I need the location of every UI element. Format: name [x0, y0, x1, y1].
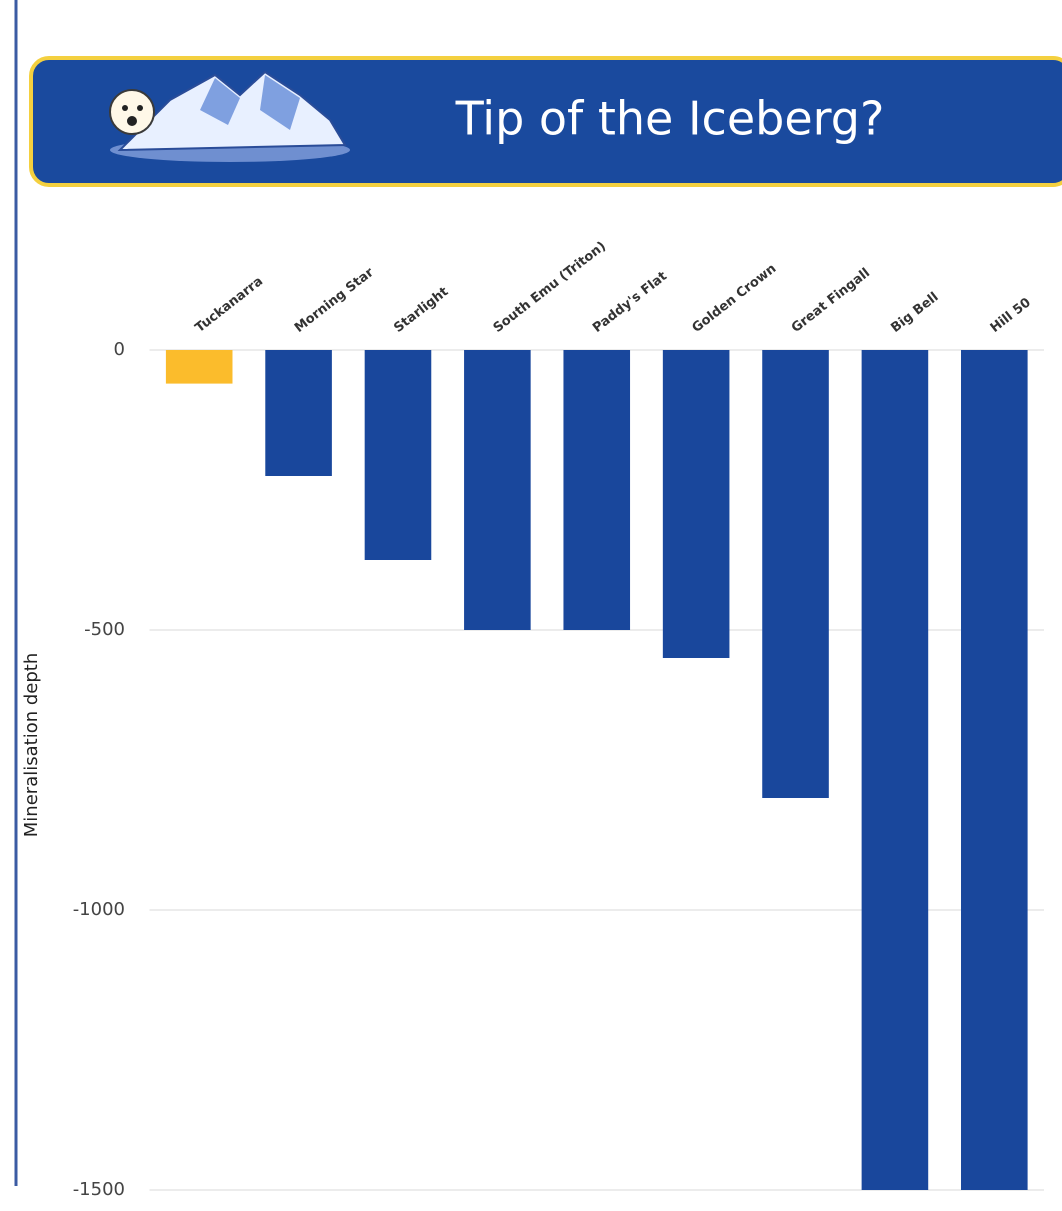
x-tick-label: Tuckanarra — [193, 274, 266, 336]
bar — [762, 350, 829, 798]
x-tick-label: Great Fingall — [789, 266, 873, 336]
bar — [464, 350, 531, 630]
y-tick-label: -500 — [84, 619, 125, 640]
x-tick-label: Hill 50 — [988, 295, 1034, 336]
bar — [166, 350, 233, 384]
page: {"chart_data": {"type": "bar", "title": … — [0, 0, 1062, 1211]
chart: Tip of the Iceberg? Mineralisation depth… — [0, 0, 1062, 1211]
x-tick-label: Paddy's Flat — [590, 269, 670, 336]
y-axis-label: Mineralisation depth — [21, 653, 42, 837]
bar — [961, 350, 1028, 1190]
x-tick-label: Morning Star — [292, 265, 377, 336]
y-tick-label: -1500 — [73, 1179, 125, 1200]
bar — [663, 350, 730, 658]
y-tick-label: -1000 — [73, 899, 125, 920]
x-tick-label: Golden Crown — [690, 261, 780, 336]
x-tick-label: Starlight — [391, 284, 451, 336]
chart-title: Tip of the Iceberg? — [455, 92, 885, 146]
y-tick-label: 0 — [114, 339, 125, 360]
x-tick-label: Big Bell — [888, 290, 941, 336]
bar — [563, 350, 630, 630]
x-tick-label: South Emu (Triton) — [491, 239, 609, 336]
bar — [265, 350, 332, 476]
bar — [862, 350, 929, 1190]
bar — [365, 350, 432, 560]
